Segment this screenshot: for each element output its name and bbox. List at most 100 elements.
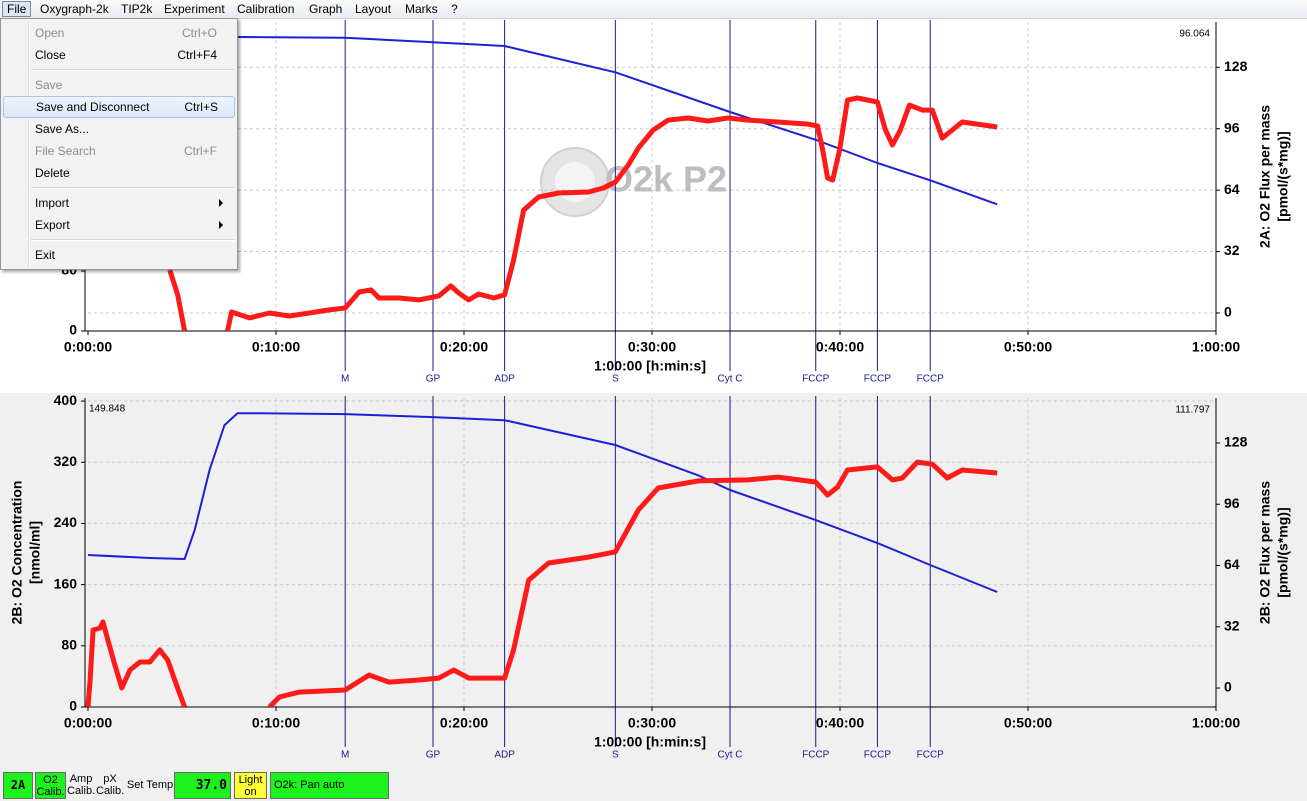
menu-bar: File Oxygraph-2k TIP2k Experiment Calibratio… — [0, 0, 1307, 19]
menu-bar-item[interactable]: Graph — [309, 2, 343, 16]
menu-bar-item[interactable]: Marks — [405, 2, 438, 16]
menu-item[interactable]: Export — [3, 214, 233, 236]
status-text: O2k: Pan auto — [274, 779, 345, 791]
y-tick-label: 240 — [54, 514, 78, 530]
x-tick-label: 0:40:00 — [816, 715, 864, 731]
event-mark-label: Cyt C — [718, 374, 743, 385]
event-mark-label: ADP — [494, 374, 515, 385]
x-tick-label: 0:10:00 — [252, 339, 300, 355]
menu-item[interactable]: Exit — [3, 244, 233, 266]
y2-tick-label: 128 — [1224, 434, 1248, 450]
menu-item-shortcut: Ctrl+S — [184, 100, 218, 114]
file-menu: Open Ctrl+O Close Ctrl+F4 Save Save and Disco… — [0, 18, 238, 270]
y-tick-label: 80 — [61, 637, 77, 653]
y2-tick-label: 0 — [1224, 679, 1232, 695]
menu-item: File Search Ctrl+F — [3, 140, 233, 162]
status-text: Calib. — [96, 785, 125, 797]
menu-bar-item[interactable]: Layout — [355, 2, 392, 16]
menu-item[interactable]: Save As... — [3, 118, 233, 140]
menu-bar-item[interactable]: ? — [451, 2, 458, 16]
menu-item-shortcut: Ctrl+F — [184, 144, 217, 158]
menu-item-label: Save As... — [35, 122, 90, 136]
menu-bar-item[interactable]: Experiment — [164, 2, 225, 16]
menu-item: Save — [3, 74, 233, 96]
event-mark-label: FCCP — [802, 374, 830, 385]
menu-item-label: Save — [35, 78, 63, 92]
watermark: O2k P2 — [605, 159, 727, 200]
x-tick-label: 0:30:00 — [628, 339, 676, 355]
menu-item-shortcut: Ctrl+O — [181, 26, 217, 40]
status-text: O2 — [43, 774, 58, 786]
menu-separator — [31, 69, 235, 71]
menu-item-label: Delete — [35, 166, 70, 180]
menu-item[interactable]: Save and Disconnect Ctrl+S — [3, 96, 235, 118]
axis-title: 2B: O2 Flux per mass — [1257, 481, 1273, 624]
y-tick-label: 320 — [54, 453, 78, 469]
menu-item-shortcut: Ctrl+F4 — [177, 48, 217, 62]
status-text: Calib. — [67, 785, 96, 797]
event-mark-label: M — [341, 750, 349, 761]
event-mark-label: M — [341, 374, 349, 385]
axis-title: [pmol/(s*mg)] — [1275, 131, 1291, 221]
menu-item-label: Export — [35, 218, 70, 232]
menu-item-label: Exit — [35, 248, 56, 262]
trace — [87, 412, 998, 593]
event-mark-label: S — [612, 750, 619, 761]
corner-value: 149.848 — [89, 404, 126, 415]
y2-tick-label: 96 — [1224, 495, 1240, 511]
watermark-logo-inner — [555, 162, 595, 202]
menu-item-label: Save and Disconnect — [36, 100, 150, 114]
status-text: Light — [238, 774, 263, 786]
y-tick-label: 160 — [54, 575, 78, 591]
trace — [167, 95, 998, 331]
event-mark-label: Cyt C — [718, 750, 743, 761]
status-cell: Amp Calib. — [67, 772, 95, 799]
menu-bar-item[interactable]: File — [2, 1, 32, 17]
x-tick-label: 1:00:00 — [1192, 339, 1240, 355]
status-cell: 37.0 — [174, 772, 231, 799]
status-cell: Light on — [234, 772, 267, 799]
event-mark-label: GP — [426, 374, 441, 385]
menu-bar-item[interactable]: TIP2k — [121, 2, 153, 16]
menu-separator — [31, 187, 235, 189]
menu-item[interactable]: Delete — [3, 162, 233, 184]
menu-gutter — [28, 21, 30, 267]
y-tick-label: 0 — [69, 322, 77, 338]
axis-title: [pmol/(s*mg)] — [1275, 507, 1291, 597]
status-cell: O2 Calib. — [35, 772, 66, 799]
status-text: 37.0 — [195, 778, 227, 793]
y2-tick-label: 32 — [1224, 242, 1240, 258]
menu-item[interactable]: Import — [3, 192, 233, 214]
x-axis-title: 1:00:00 [h:min:s] — [594, 734, 706, 750]
submenu-arrow — [219, 199, 223, 207]
menu-bar-item[interactable]: Calibration — [237, 2, 295, 16]
x-tick-label: 0:50:00 — [1004, 715, 1052, 731]
status-cell: Set Temp — [126, 772, 174, 799]
y2-tick-label: 0 — [1224, 304, 1232, 320]
axis-title: 2A: O2 Flux per mass — [1257, 105, 1273, 248]
x-tick-label: 0:50:00 — [1004, 339, 1052, 355]
y2-tick-label: 64 — [1224, 181, 1240, 197]
status-text: on — [244, 786, 257, 798]
menu-bar-item[interactable]: Oxygraph-2k — [40, 2, 109, 16]
event-mark-label: ADP — [494, 750, 515, 761]
submenu-arrow — [219, 221, 223, 229]
menu-separator — [31, 239, 235, 241]
menu-item-label: Import — [35, 196, 70, 210]
status-text: pX — [103, 773, 117, 785]
event-mark-label: S — [612, 374, 619, 385]
y2-tick-label: 64 — [1224, 556, 1240, 572]
event-mark-label: FCCP — [864, 750, 892, 761]
menu-item[interactable]: Close Ctrl+F4 — [3, 44, 233, 66]
y2-tick-label: 96 — [1224, 119, 1240, 135]
trace — [237, 36, 998, 206]
y2-tick-label: 128 — [1224, 58, 1248, 74]
x-tick-label: 0:40:00 — [816, 339, 864, 355]
menu-item-label: Close — [35, 48, 66, 62]
corner-value: 111.797 — [1175, 405, 1210, 416]
trace — [85, 459, 998, 707]
menu-item: Open Ctrl+O — [3, 22, 233, 44]
corner-value: 96.064 — [1179, 29, 1210, 40]
status-cell: 2A — [3, 772, 33, 799]
